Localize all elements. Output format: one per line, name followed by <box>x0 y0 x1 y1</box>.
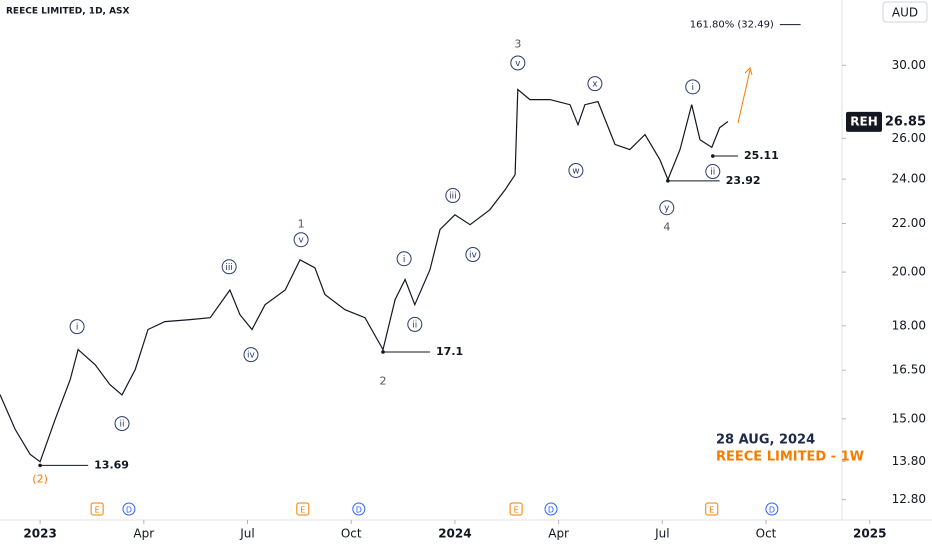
dividend-marker <box>765 502 779 516</box>
price-label: 26.85 <box>885 114 926 129</box>
wave-label-minor: iv <box>469 251 478 261</box>
symbol: REH <box>850 114 877 128</box>
symbol-tag <box>846 111 882 132</box>
wave-label: 2 <box>380 374 387 387</box>
wave-circle <box>659 200 675 216</box>
currency: AUD <box>892 6 918 20</box>
wave-circle <box>243 347 259 363</box>
wave-circle <box>568 162 584 178</box>
x-tick-label: Apr <box>133 527 154 541</box>
x-tick-label: Oct <box>341 527 362 541</box>
wave-circle <box>114 416 130 432</box>
wave-label: 1 <box>298 218 305 231</box>
level-point <box>381 350 385 354</box>
wave-label: 3 <box>514 38 521 51</box>
level-label: 23.92 <box>726 174 761 187</box>
y-tick-label: 18.00 <box>892 318 926 332</box>
level-label: 25.11 <box>744 149 779 162</box>
currency-box[interactable] <box>882 1 928 23</box>
level-point <box>666 179 670 183</box>
wave-label-minor: i <box>691 83 694 93</box>
wave-label-minor: ii <box>412 320 417 330</box>
event-label: D <box>126 506 132 515</box>
y-tick-label: 20.00 <box>892 265 926 279</box>
wave-circle <box>587 76 603 92</box>
level-point <box>710 154 715 158</box>
wave-circle <box>69 319 85 335</box>
wave-label-minor: iii <box>225 263 233 273</box>
earnings-marker <box>296 502 310 516</box>
event-label: D <box>356 506 362 515</box>
dividend-marker <box>122 502 136 516</box>
wave-circle <box>407 316 423 332</box>
earnings-marker <box>705 502 719 516</box>
wave-label-minor: i <box>76 323 79 333</box>
wave-label: (2) <box>32 472 48 485</box>
watermark-date: 28 AUG, 2024 <box>716 433 815 448</box>
watermark-name: REECE LIMITED - 1W <box>716 450 864 465</box>
x-tick-label: Oct <box>756 527 777 541</box>
event-label: D <box>548 506 554 515</box>
x-tick-label: Apr <box>548 527 569 541</box>
price-tag <box>884 111 930 132</box>
level-label: 13.69 <box>94 458 129 471</box>
wave-label-minor: iv <box>247 351 256 361</box>
wave-circle <box>445 188 461 204</box>
wave-label-minor: v <box>298 236 304 246</box>
wave-label-minor: x <box>592 80 598 90</box>
y-tick-label: 30.00 <box>892 58 926 72</box>
wave-label-minor: w <box>572 166 579 176</box>
wave-label-minor: v <box>515 59 521 69</box>
x-tick-label: Jul <box>654 527 669 541</box>
x-tick-label: 2024 <box>438 527 471 541</box>
event-label: E <box>300 506 305 515</box>
event-label: E <box>514 506 519 515</box>
wave-label-minor: y <box>664 204 670 214</box>
y-tick-label: 26.00 <box>892 131 926 145</box>
wave-label-minor: ii <box>710 168 715 178</box>
earnings-marker <box>90 502 104 516</box>
y-tick-label: 12.80 <box>892 492 926 506</box>
level-point <box>38 463 42 468</box>
wave-circle <box>293 232 309 248</box>
projection-arrow <box>737 69 751 124</box>
wave-label-minor: ii <box>120 420 125 430</box>
wave-label-minor: iii <box>449 192 457 202</box>
chart-title: REECE LIMITED, 1D, ASX <box>6 7 130 17</box>
event-label: E <box>95 506 100 515</box>
event-label: E <box>709 506 714 515</box>
wave-circle <box>510 55 526 71</box>
wave-circle <box>685 79 701 95</box>
wave-circle <box>396 251 412 267</box>
wave-circle <box>465 247 481 263</box>
x-tick-label: Jul <box>239 527 254 541</box>
y-tick-label: 16.50 <box>892 363 926 377</box>
wave-circle <box>221 259 237 275</box>
target-label: 161.80% (32.49) <box>690 20 774 31</box>
event-label: D <box>769 506 775 515</box>
y-tick-label: 24.00 <box>892 172 926 186</box>
earnings-marker <box>509 502 523 516</box>
x-tick-label: 2023 <box>23 527 56 541</box>
x-tick-label: 2025 <box>853 527 886 541</box>
projection-arrow-head <box>744 67 753 76</box>
y-tick-label: 13.80 <box>892 454 926 468</box>
y-tick-label: 15.00 <box>892 411 926 425</box>
level-label: 17.1 <box>436 345 463 358</box>
wave-circle <box>705 164 721 180</box>
dividend-marker <box>544 502 558 516</box>
y-tick-label: 22.00 <box>892 216 926 230</box>
wave-label-minor: i <box>403 255 406 265</box>
wave-label: 4 <box>663 221 670 234</box>
dividend-marker <box>352 502 366 516</box>
price-line <box>0 88 729 463</box>
